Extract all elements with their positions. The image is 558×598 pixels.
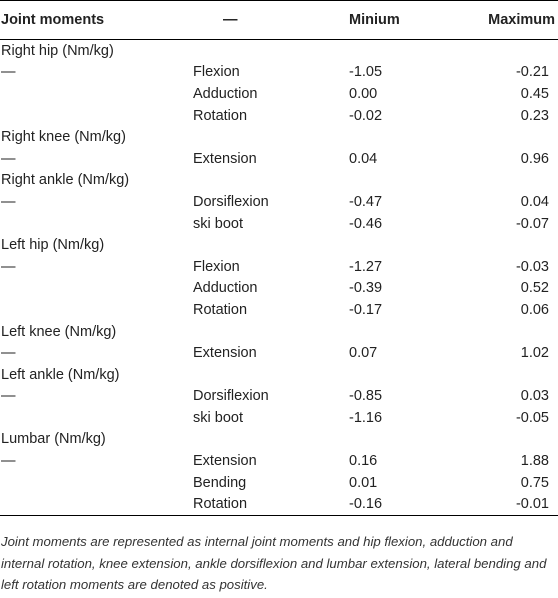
row-label: Extension <box>193 453 257 470</box>
min-value: 0.16 <box>349 453 378 470</box>
row-label: Flexion <box>193 258 240 275</box>
group-label: Lumbar (Nm/kg) <box>1 431 106 448</box>
row-dash <box>0 407 193 429</box>
table-row: — Flexion -1.05 -0.21 <box>0 62 558 84</box>
row-dash: — <box>1 258 16 275</box>
row-label: Adduction <box>193 280 258 297</box>
row-label: Extension <box>193 345 257 362</box>
table-row: — Extension 0.04 0.96 <box>0 148 558 170</box>
min-value: 0.01 <box>349 474 378 491</box>
max-value: 0.75 <box>520 474 549 491</box>
table-footnote: Joint moments are represented as interna… <box>1 534 547 592</box>
group-label: Right knee (Nm/kg) <box>1 129 126 146</box>
header-row: Joint moments — Minium Maximum <box>0 0 558 40</box>
table-row: — Dorsiflexion -0.47 0.04 <box>0 191 558 213</box>
row-dash: — <box>1 388 16 405</box>
row-dash <box>0 83 193 105</box>
max-value: 0.03 <box>520 388 549 405</box>
table-row: — Extension 0.16 1.88 <box>0 450 558 472</box>
min-value: 0.04 <box>349 150 378 167</box>
row-label: Rotation <box>193 493 347 517</box>
max-value: 0.52 <box>520 280 549 297</box>
max-value: 0.23 <box>520 107 549 124</box>
min-value: -1.27 <box>349 258 383 275</box>
group-row: Right ankle (Nm/kg) <box>0 170 558 192</box>
table-row: — Dorsiflexion -0.85 0.03 <box>0 386 558 408</box>
row-label: Rotation <box>193 301 248 318</box>
table-row: Rotation -0.02 0.23 <box>0 105 558 127</box>
min-value: -0.39 <box>349 280 383 297</box>
max-value: -0.21 <box>515 64 549 81</box>
min-value: 0.00 <box>349 85 378 102</box>
group-label: Right hip (Nm/kg) <box>1 42 114 59</box>
max-value: -0.01 <box>471 493 558 517</box>
row-label: ski boot <box>193 215 243 232</box>
row-dash: — <box>1 150 16 167</box>
row-label: ski boot <box>193 409 243 426</box>
group-row: Left knee (Nm/kg) <box>0 321 558 343</box>
table-row: Rotation -0.16 -0.01 <box>0 493 558 517</box>
row-dash <box>0 299 193 321</box>
table-row: — Extension 0.07 1.02 <box>0 342 558 364</box>
group-label: Left ankle (Nm/kg) <box>1 366 120 383</box>
table-row: Rotation -0.17 0.06 <box>0 299 558 321</box>
min-value: -0.47 <box>349 193 383 210</box>
row-dash <box>0 472 193 494</box>
table-row: Adduction 0.00 0.45 <box>0 83 558 105</box>
table-row: ski boot -0.46 -0.07 <box>0 213 558 235</box>
table-row: — Flexion -1.27 -0.03 <box>0 256 558 278</box>
min-value: -0.17 <box>349 301 383 318</box>
group-row: Lumbar (Nm/kg) <box>0 429 558 451</box>
row-dash <box>0 213 193 235</box>
max-value: 1.88 <box>520 453 549 470</box>
min-value: -1.05 <box>349 64 383 81</box>
row-label: Rotation <box>193 107 248 124</box>
group-row: Right knee (Nm/kg) <box>0 126 558 148</box>
max-value: 1.02 <box>520 345 549 362</box>
row-dash <box>0 493 193 517</box>
row-label: Adduction <box>193 85 258 102</box>
joint-moments-table: Joint moments — Minium Maximum Right hip… <box>0 0 558 517</box>
row-dash: — <box>1 345 16 362</box>
min-value: -0.85 <box>349 388 383 405</box>
row-label: Flexion <box>193 64 240 81</box>
table-row: Bending 0.01 0.75 <box>0 472 558 494</box>
group-row: Left hip (Nm/kg) <box>0 234 558 256</box>
group-row: Right hip (Nm/kg) <box>0 40 558 62</box>
min-value: -0.02 <box>349 107 383 124</box>
row-label: Extension <box>193 150 257 167</box>
max-value: 0.06 <box>520 301 549 318</box>
max-value: -0.03 <box>515 258 549 275</box>
row-dash <box>0 105 193 127</box>
table-body: Right hip (Nm/kg) — Flexion -1.05 -0.21 Adduc… <box>0 40 558 517</box>
row-dash: — <box>1 64 16 81</box>
min-value: -0.16 <box>347 493 471 517</box>
max-value: 0.04 <box>520 193 549 210</box>
row-dash <box>0 278 193 300</box>
min-value: -0.46 <box>349 215 383 232</box>
row-dash: — <box>1 193 16 210</box>
group-row: Left ankle (Nm/kg) <box>0 364 558 386</box>
header-minimum: Minium <box>347 0 471 40</box>
max-value: 0.45 <box>520 85 549 102</box>
header-dash: — <box>193 0 347 40</box>
max-value: -0.05 <box>515 409 549 426</box>
table-row: Adduction -0.39 0.52 <box>0 278 558 300</box>
row-label: Bending <box>193 474 247 491</box>
min-value: 0.07 <box>349 345 378 362</box>
header-maximum: Maximum <box>471 0 558 40</box>
header-joint-moments: Joint moments <box>0 0 193 40</box>
max-value: -0.07 <box>515 215 549 232</box>
row-dash: — <box>1 453 16 470</box>
group-label: Right ankle (Nm/kg) <box>1 172 130 189</box>
max-value: 0.96 <box>520 150 549 167</box>
min-value: -1.16 <box>349 409 383 426</box>
group-label: Left knee (Nm/kg) <box>1 323 117 340</box>
row-label: Dorsiflexion <box>193 193 269 210</box>
table-row: ski boot -1.16 -0.05 <box>0 407 558 429</box>
group-label: Left hip (Nm/kg) <box>1 237 105 254</box>
row-label: Dorsiflexion <box>193 388 269 405</box>
